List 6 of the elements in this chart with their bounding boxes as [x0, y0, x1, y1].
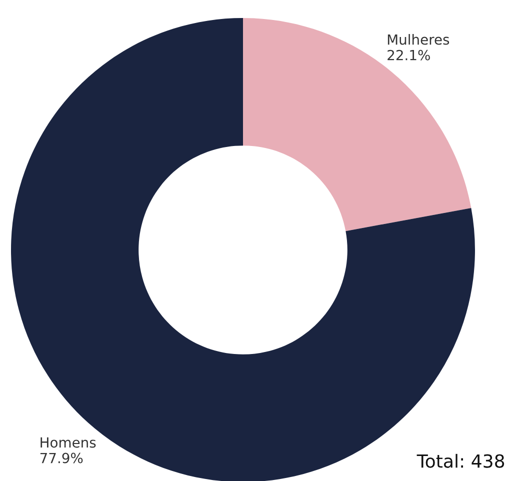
data-label: 77.9% [40, 452, 83, 464]
slice-label: Mulheres [388, 34, 450, 45]
text: Total: 438 [416, 454, 504, 468]
donut-slice [243, 18, 472, 232]
slice-label: Homens [40, 437, 96, 448]
data-label: 22.1% [388, 50, 430, 60]
